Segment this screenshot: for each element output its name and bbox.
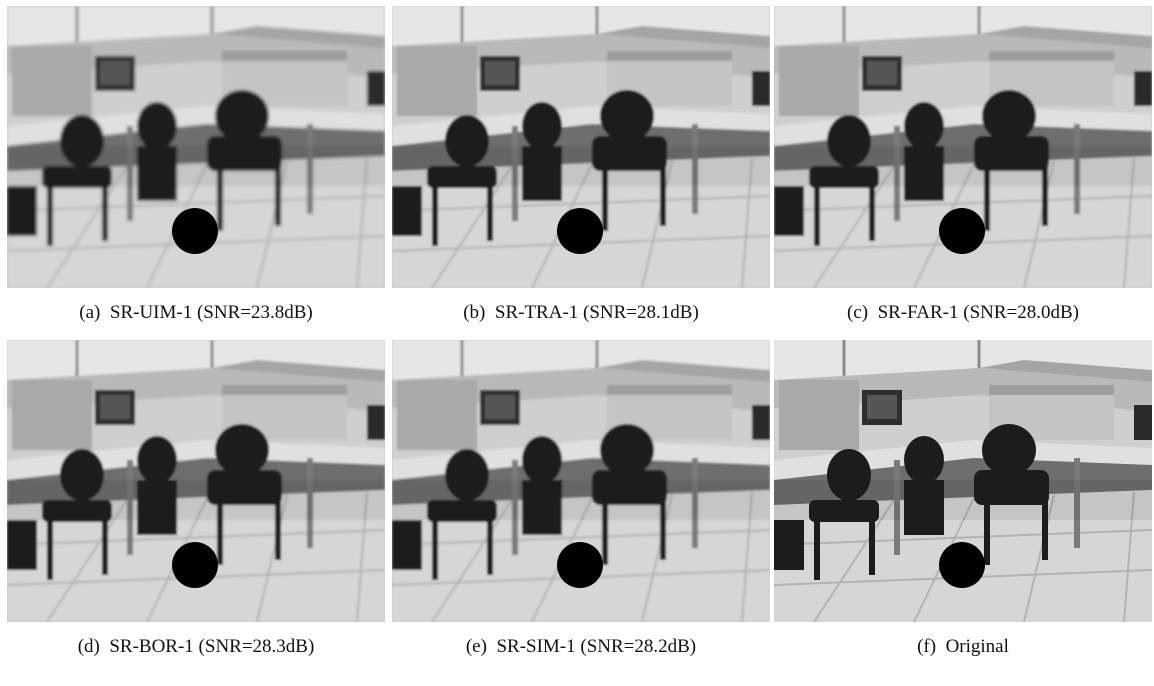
panel-f-caption: (f) Original [774, 636, 1152, 658]
panel-a-text: SR-UIM-1 (SNR=23.8dB) [109, 302, 313, 323]
panel-c: (c) SR-FAR-1 (SNR=28.0dB) [774, 6, 1152, 324]
panel-d: (d) SR-BOR-1 (SNR=28.3dB) [7, 340, 385, 658]
panel-a: (a) SR-UIM-1 (SNR=23.8dB) [7, 6, 385, 324]
panel-a-caption: (a) SR-UIM-1 (SNR=23.8dB) [7, 302, 385, 324]
panel-c-label: (c) [846, 302, 869, 323]
panel-f-label: (f) [917, 636, 937, 657]
panel-b-label: (b) [463, 302, 486, 323]
panel-a-label: (a) [79, 302, 101, 323]
panel-e-text: SR-SIM-1 (SNR=28.2dB) [496, 636, 697, 657]
panel-d-caption: (d) SR-BOR-1 (SNR=28.3dB) [7, 636, 385, 658]
panel-e-caption: (e) SR-SIM-1 (SNR=28.2dB) [392, 636, 770, 658]
panel-f-text: Original [945, 636, 1009, 657]
panel-e-label: (e) [465, 636, 487, 657]
panel-d-label: (d) [77, 636, 100, 657]
panel-f-image [774, 340, 1152, 622]
panel-d-image [7, 340, 385, 622]
panel-b: (b) SR-TRA-1 (SNR=28.1dB) [392, 6, 770, 324]
panel-c-caption: (c) SR-FAR-1 (SNR=28.0dB) [774, 302, 1152, 324]
panel-c-text: SR-FAR-1 (SNR=28.0dB) [877, 302, 1080, 323]
panel-c-image [774, 6, 1152, 288]
panel-b-image [392, 6, 770, 288]
panel-f: (f) Original [774, 340, 1152, 658]
panel-e-image [392, 340, 770, 622]
panel-a-image [7, 6, 385, 288]
panel-b-text: SR-TRA-1 (SNR=28.1dB) [494, 302, 699, 323]
panel-e: (e) SR-SIM-1 (SNR=28.2dB) [392, 340, 770, 658]
panel-b-caption: (b) SR-TRA-1 (SNR=28.1dB) [392, 302, 770, 324]
panel-d-text: SR-BOR-1 (SNR=28.3dB) [109, 636, 315, 657]
